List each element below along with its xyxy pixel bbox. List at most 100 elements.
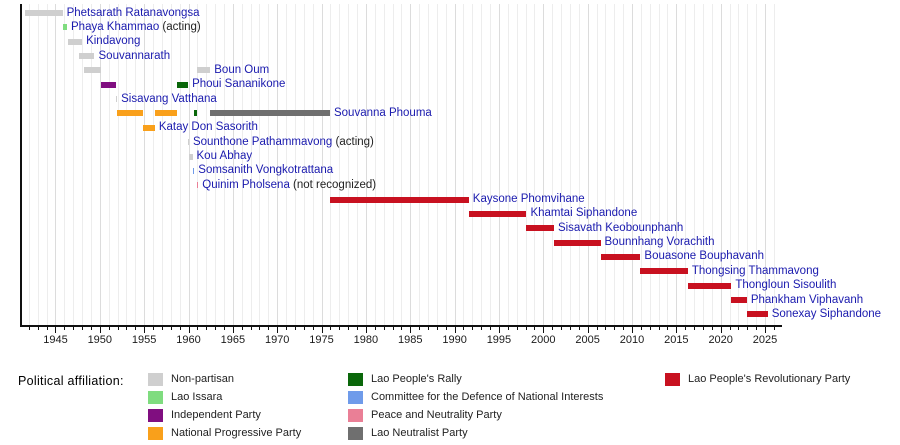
person-label: Thongsing Thammavong [692, 265, 819, 278]
axis-tick [587, 326, 589, 333]
axis-tick [206, 326, 208, 330]
legend-title: Political affiliation: [18, 374, 124, 388]
axis-tick [534, 326, 536, 330]
gridline [46, 4, 48, 325]
legend-swatch [148, 426, 163, 440]
legend-swatch [148, 408, 163, 422]
axis-tick [161, 326, 163, 330]
person-name: Phoui Sananikone [192, 78, 286, 91]
legend-item: National Progressive Party [148, 424, 301, 442]
term-bar [600, 253, 641, 260]
term-bar [25, 10, 63, 16]
axis-tick [117, 326, 119, 330]
term-bar [101, 81, 116, 88]
gridline [197, 4, 199, 325]
person-label: Sisavang Vatthana [121, 93, 217, 106]
term-bar [640, 268, 688, 275]
legend-item: Peace and Neutrality Party [348, 406, 603, 424]
axis-tick [153, 326, 155, 330]
axis-tick-label: 2000 [531, 334, 556, 346]
person-suffix: (acting) [332, 135, 374, 148]
gridline [658, 4, 660, 325]
gridline [135, 4, 137, 325]
legend-label: Lao Neutralist Party [371, 427, 468, 439]
axis-tick [711, 326, 713, 330]
gridline [419, 4, 421, 325]
person-name: Somsanith Vongkotrattana [198, 164, 334, 177]
person-label: Bounnhang Vorachith [605, 236, 715, 249]
axis-tick [436, 326, 438, 330]
axis-tick [188, 326, 190, 333]
gridline [427, 4, 429, 325]
axis-tick [108, 326, 110, 330]
legend-label: Peace and Neutrality Party [371, 409, 502, 421]
gridline [729, 4, 731, 325]
legend-column: Non-partisan Lao Issara Independent Party N… [148, 370, 301, 442]
axis-tick [463, 326, 465, 330]
axis-tick [312, 326, 314, 330]
gridline [90, 4, 92, 325]
gridline [738, 4, 740, 325]
gridline [667, 4, 669, 325]
gridline [250, 4, 252, 325]
gridline [312, 4, 314, 325]
axis-tick [286, 326, 288, 330]
gridline [543, 4, 545, 325]
legend-label: Committee for the Defence of National In… [371, 391, 604, 403]
gridline [117, 4, 119, 325]
gridline [569, 4, 571, 325]
axis-tick [605, 326, 607, 330]
gridline [153, 4, 155, 325]
gridline [445, 4, 447, 325]
legend-swatch [348, 408, 363, 422]
legend-label: Independent Party [171, 409, 261, 421]
axis-tick [215, 326, 217, 330]
gridline [348, 4, 350, 325]
term-bar [187, 139, 190, 146]
person-name: Phetsarath Ratanavongsa [66, 6, 200, 19]
axis-tick [702, 326, 704, 330]
person-name: Sounthone Pathammavong [192, 135, 333, 148]
person-name: Boun Oum [214, 63, 270, 76]
axis-tick [82, 326, 84, 330]
gridline [631, 4, 633, 325]
axis-tick [90, 326, 92, 330]
axis-tick [99, 326, 101, 333]
person-label: Sisavath Keobounphanh [558, 222, 683, 235]
axis-tick [720, 326, 722, 333]
gridline [516, 4, 518, 325]
axis-tick [640, 326, 642, 330]
axis-tick [223, 326, 225, 330]
gridline [232, 4, 234, 325]
person-name: Bounnhang Vorachith [604, 236, 715, 249]
person-label: Quinim Pholsena (not recognized) [202, 179, 376, 192]
legend-item: Independent Party [148, 406, 301, 424]
term-bar [731, 297, 747, 303]
term-bar [176, 81, 189, 88]
axis-tick [28, 326, 30, 330]
gridline [268, 4, 270, 325]
axis-tick [685, 326, 687, 330]
gridline [481, 4, 483, 325]
gridline [596, 4, 598, 325]
term-bar [62, 24, 67, 31]
axis-tick [241, 326, 243, 330]
gridline [702, 4, 704, 325]
gridline [223, 4, 225, 325]
axis-tick [37, 326, 39, 330]
legend-column: Lao People's Revolutionary Party [665, 370, 850, 388]
gridline [28, 4, 30, 325]
axis-tick [738, 326, 740, 330]
gridline [720, 4, 722, 325]
axis-tick [419, 326, 421, 330]
gridline [410, 4, 412, 325]
axis-tick [498, 326, 500, 333]
term-bar [196, 182, 199, 189]
axis-tick [64, 326, 66, 330]
legend-swatch [148, 390, 163, 404]
y-axis-line [20, 4, 22, 325]
gridline [773, 4, 775, 325]
person-label: Phaya Khammao (acting) [71, 21, 201, 34]
axis-tick [365, 326, 367, 333]
